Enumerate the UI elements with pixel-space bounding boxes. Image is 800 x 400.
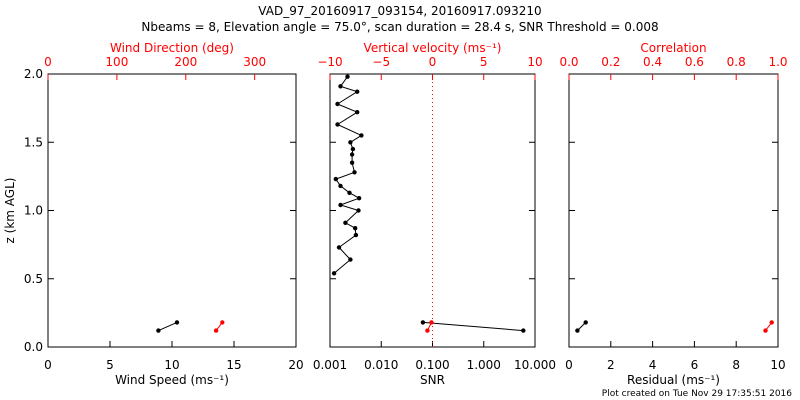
panel1-y-axis-title: z (km AGL) — [3, 178, 17, 244]
panel3-series-1-point-0 — [763, 328, 768, 333]
panel2-top-axis-title: Vertical velocity (ms⁻¹) — [364, 41, 502, 55]
panel2-series-0-point-20 — [335, 101, 340, 107]
panel1-frame — [47, 73, 297, 348]
panel2-series-0-point-22 — [338, 84, 343, 89]
panel2-series-0-point-10 — [338, 183, 343, 189]
panel2-series-0-point-2 — [336, 245, 342, 250]
panel2-series-2-point-0 — [425, 328, 430, 333]
panel2-series-0-point-11 — [333, 176, 338, 182]
panel2-series-1-point-0 — [420, 320, 426, 325]
panel2-series-0-point-12 — [352, 170, 357, 175]
panel1-top-axis-title: Wind Direction (deg) — [110, 41, 234, 55]
panel3-top-tick-label-3: 0.6 — [685, 55, 704, 69]
panel1-y-tick-label-2: 1.0 — [24, 204, 43, 218]
panel1-series-0-point-0 — [156, 328, 161, 333]
panel2-series-0-point-4 — [353, 226, 358, 231]
panel3-series-0-point-1 — [583, 320, 588, 325]
panel2-top-tick-label-3: 5 — [480, 55, 488, 69]
panel3-top-tick-label-1: 0.2 — [601, 55, 620, 69]
panel2-top-tick-label-0: −10 — [317, 55, 342, 69]
panel2-bottom-tick-label-1: 0.010 — [364, 358, 398, 372]
panel1-bottom-axis-title: Wind Speed (ms⁻¹) — [115, 373, 229, 387]
panel3-series-1-point-1 — [769, 320, 774, 325]
panel1-top-tick-label-3: 300 — [243, 55, 266, 69]
panel3-top-axis-title: Correlation — [640, 41, 706, 55]
panel2-series-1-line — [422, 321, 524, 332]
panel2-bottom-tick-label-0: 0.001 — [313, 358, 347, 372]
panel3-frame — [568, 73, 779, 348]
panel3-bottom-tick-label-3: 6 — [691, 358, 699, 372]
panel2-series-0-point-5 — [343, 220, 348, 225]
panel1-y-tick-label-0: 0.0 — [24, 340, 43, 354]
panel2-series-1-point-1 — [521, 328, 526, 333]
panel2-series-0-point-9 — [347, 190, 352, 195]
panel1-y-tick-label-3: 1.5 — [24, 135, 43, 149]
panel2-series-0-point-7 — [338, 202, 343, 208]
panel1-series-0-line — [158, 321, 178, 332]
panel3-bottom-tick-label-5: 10 — [770, 358, 785, 372]
panel2-series-0-line — [333, 76, 363, 274]
panel2-series-0-point-17 — [359, 133, 364, 138]
panel1-bottom-tick-label-3: 15 — [226, 358, 241, 372]
panel3-bottom-tick-label-0: 0 — [565, 358, 573, 372]
panel1-top-tick-label-0: 0 — [44, 55, 52, 69]
panel1-bottom-tick-label-0: 0 — [44, 358, 52, 372]
panel2-bottom-tick-label-3: 1.000 — [467, 358, 501, 372]
panel2-series-0-point-0 — [331, 271, 337, 276]
panel3-top-tick-label-2: 0.4 — [643, 55, 662, 69]
panel2-series-0-point-18 — [335, 122, 340, 127]
panel1-bottom-tick-label-4: 20 — [288, 358, 303, 372]
panel1-series-1-point-0 — [213, 328, 219, 333]
panel2-series-0-point-3 — [353, 232, 359, 238]
panel2-bottom-axis-title: SNR — [420, 373, 445, 387]
panel1-series-1-point-1 — [220, 320, 225, 325]
panel3-series-0-point-0 — [575, 328, 580, 333]
panel2-bottom-tick-label-2: 0.100 — [415, 358, 449, 372]
panel3-bottom-axis-title: Residual (ms⁻¹) — [627, 373, 720, 387]
panel2-series-0-point-6 — [356, 208, 361, 213]
panel2-series-0-point-21 — [355, 89, 360, 94]
panel2-top-tick-label-1: −5 — [372, 55, 390, 69]
panel1-top-tick-label-2: 200 — [174, 55, 197, 69]
panel2-series-0-point-15 — [350, 146, 356, 152]
panel3-bottom-tick-label-4: 8 — [732, 358, 740, 372]
footer-timestamp: Plot created on Tue Nov 29 17:35:51 2016 — [602, 389, 792, 399]
panel3-top-tick-label-5: 1.0 — [768, 55, 787, 69]
panel1-y-tick-label-4: 2.0 — [24, 67, 43, 81]
panel2-series-0-point-16 — [348, 140, 353, 145]
figure-title-line2: Nbeams = 8, Elevation angle = 75.0°, sca… — [141, 20, 658, 34]
panel2-series-2-point-1 — [429, 320, 434, 325]
panel2-top-tick-label-2: 0 — [429, 55, 437, 69]
panel1-bottom-tick-label-1: 5 — [106, 358, 114, 372]
panel2-series-0-point-1 — [348, 257, 353, 262]
panel1-series-0-point-1 — [174, 320, 180, 325]
panel1-y-tick-label-1: 0.5 — [24, 272, 43, 286]
panel3-bottom-tick-label-2: 4 — [649, 358, 657, 372]
panel3-top-tick-label-0: 0.0 — [559, 55, 578, 69]
panel2-series-0-point-14 — [349, 152, 355, 157]
panel2-bottom-tick-label-4: 10.000 — [514, 358, 556, 372]
panel3-top-tick-label-4: 0.8 — [727, 55, 746, 69]
panel2-series-0-point-8 — [356, 196, 362, 201]
panel2-top-tick-label-4: 10 — [527, 55, 542, 69]
panel2-series-0-point-23 — [345, 74, 350, 79]
panel1-bottom-tick-label-2: 10 — [164, 358, 179, 372]
figure-title-line1: VAD_97_20160917_093154, 20160917.093210 — [258, 4, 541, 18]
panel1-top-tick-label-1: 100 — [105, 55, 128, 69]
panel3-bottom-tick-label-1: 2 — [607, 358, 615, 372]
panel2-series-0-point-13 — [349, 160, 355, 165]
panel2-series-0-point-19 — [355, 110, 360, 115]
